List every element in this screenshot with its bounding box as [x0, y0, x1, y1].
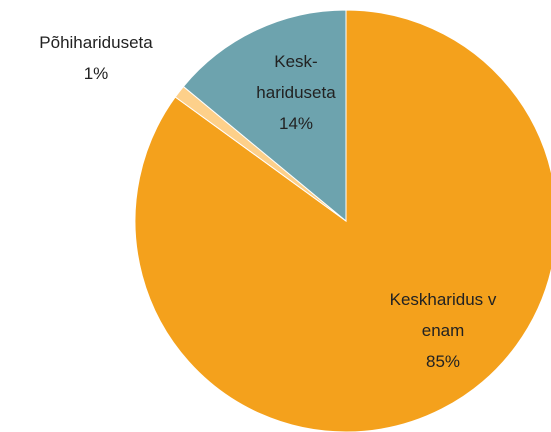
value-label: 14%: [278, 114, 314, 133]
slice-label: Põhihariduseta 1%: [6, 27, 186, 89]
pie-slice: [182, 9, 347, 223]
category-label: Kesk-hariduseta: [256, 52, 336, 102]
category-label: Keskharidus v enam: [389, 290, 497, 340]
slice-label: Kesk-hariduseta 14%: [249, 46, 344, 139]
value-label: 85%: [425, 352, 461, 371]
slice-label: Keskharidus v enam 85%: [368, 284, 518, 377]
value-label: 1%: [83, 64, 109, 83]
category-label: Põhihariduseta: [39, 33, 153, 52]
pie-slice: [134, 9, 551, 432]
